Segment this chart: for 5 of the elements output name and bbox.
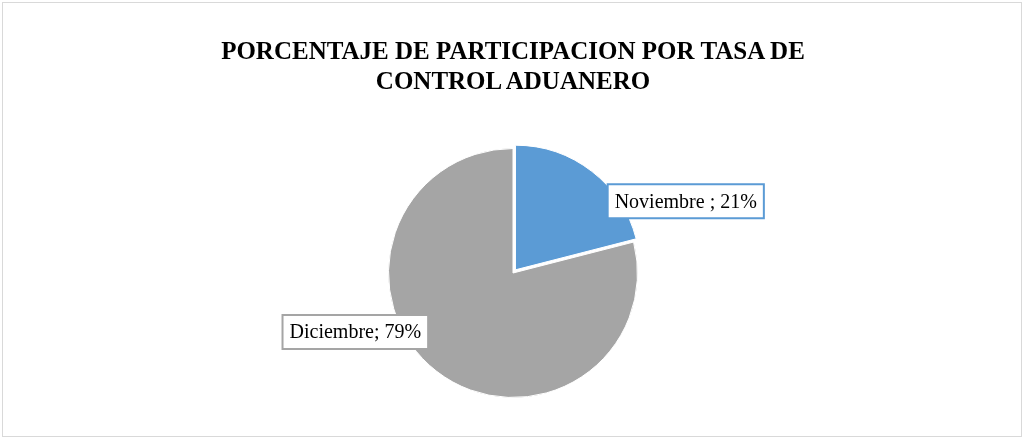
slice-label: Noviembre (614, 189, 710, 212)
data-label: ; 79% (373, 320, 422, 343)
data-label: ; 21% (709, 189, 757, 212)
chart-title: PORCENTAJE DE PARTICIPACION POR TASA DE CONTROL ADUANERO (220, 36, 806, 96)
slice-label: Diciembre (289, 320, 375, 343)
